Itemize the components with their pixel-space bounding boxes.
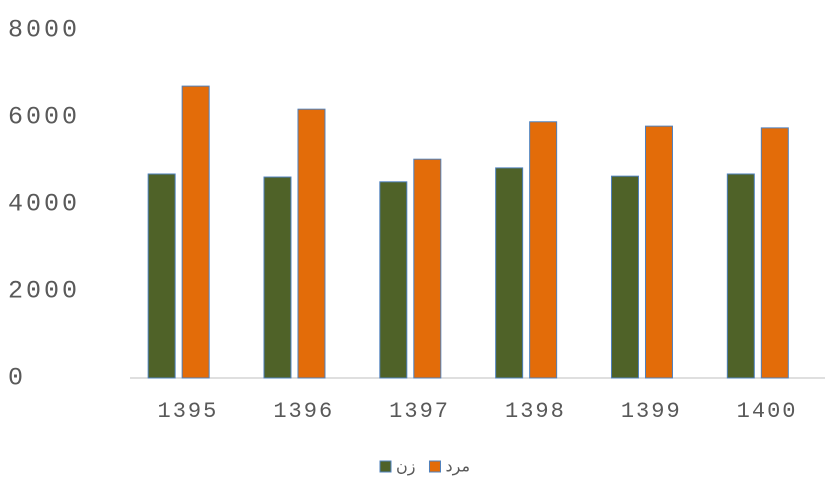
x-tick-label: 1396 bbox=[273, 399, 334, 424]
y-tick-label: 4000 bbox=[8, 190, 80, 219]
bar bbox=[413, 158, 442, 379]
bar bbox=[529, 121, 558, 379]
bar bbox=[379, 181, 408, 379]
bar bbox=[263, 176, 292, 379]
x-tick-label: 1398 bbox=[505, 399, 566, 424]
bar bbox=[610, 175, 639, 379]
bar bbox=[726, 173, 755, 379]
bar bbox=[644, 125, 673, 379]
x-tick-label: 1395 bbox=[158, 399, 219, 424]
bar bbox=[147, 173, 176, 379]
bar bbox=[760, 127, 789, 379]
y-tick-label: 8000 bbox=[8, 16, 80, 45]
bar bbox=[297, 108, 326, 379]
legend-label: زن bbox=[396, 457, 415, 477]
legend-swatch bbox=[428, 460, 441, 473]
bar bbox=[495, 167, 524, 379]
x-tick-label: 1399 bbox=[621, 399, 682, 424]
legend-label: مرد bbox=[445, 457, 470, 477]
y-tick-label: 6000 bbox=[8, 103, 80, 132]
x-tick-label: 1397 bbox=[389, 399, 450, 424]
x-tick-label: 1400 bbox=[737, 399, 798, 424]
bar bbox=[181, 85, 210, 379]
legend-swatch bbox=[379, 460, 392, 473]
y-tick-label: 2000 bbox=[8, 277, 80, 306]
y-tick-label: 0 bbox=[8, 364, 26, 393]
